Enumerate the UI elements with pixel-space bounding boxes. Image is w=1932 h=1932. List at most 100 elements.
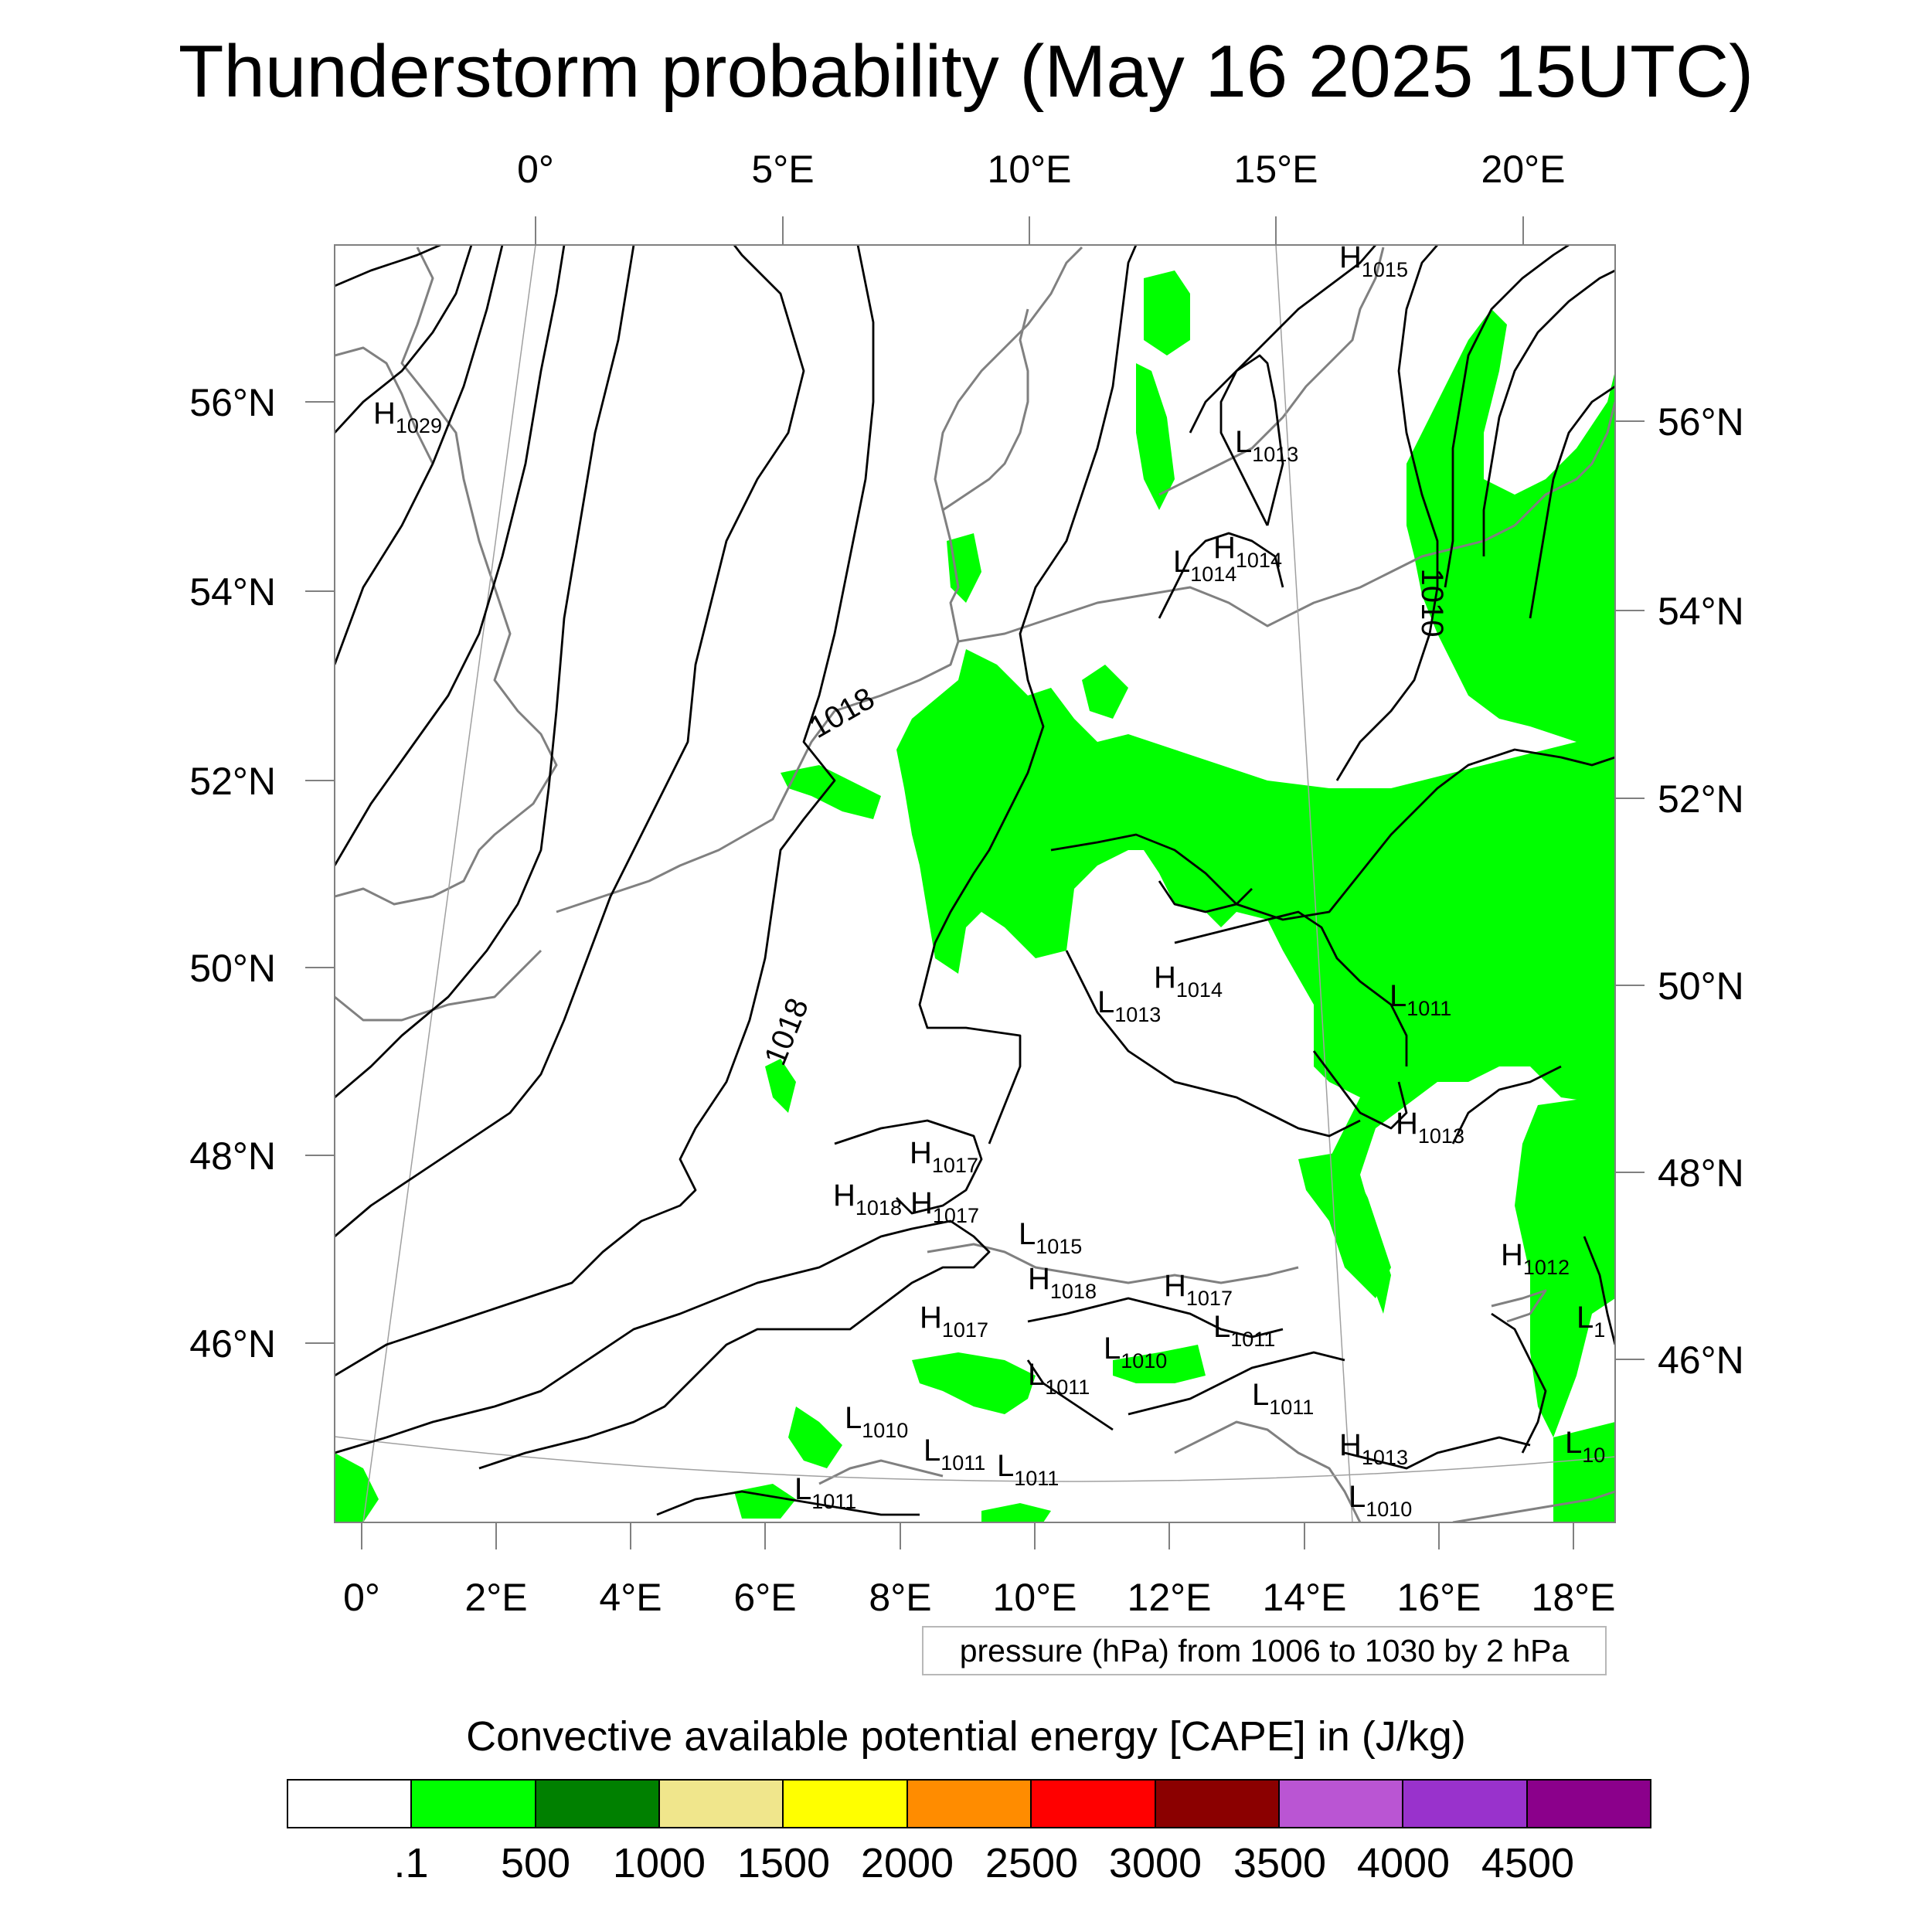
coastline-sweden-south [1158,247,1385,496]
isobar-7 [335,245,875,1377]
colorbar-swatch [412,1781,536,1827]
isobar-22 [1312,1050,1408,1130]
top-lon-label: 5°E [751,148,814,191]
cape-area-alps-1 [912,1352,1036,1414]
bottom-lon-label: 12°E [1128,1576,1212,1619]
pressure-center-label: L1011 [1389,979,1451,1020]
coastline-jutland [942,308,1029,512]
isobar-30 [1026,1359,1114,1431]
cape-area-east-bottom [1553,1422,1615,1522]
colorbar-swatch [536,1781,661,1827]
colorbar-label: 1000 [612,1840,706,1886]
border-southeast [1491,1289,1547,1323]
coastline-adriatic [1174,1420,1362,1522]
cape-area-sweden-west [1136,363,1175,510]
meridian-0 [362,245,536,1522]
pressure-center-label: L1015 [1019,1217,1082,1258]
map-frame [334,244,1616,1523]
isobar-9 [834,1119,983,1215]
colorbar-label: .1 [393,1840,429,1886]
coastline-baltic-east [1513,401,1615,527]
coastline-continent-north [556,246,1083,913]
bottom-lon-label: 10°E [993,1576,1077,1619]
cape-area-northeast [1406,309,1615,742]
bottom-lon-label: 18°E [1532,1576,1616,1619]
isobar-value-label: 1010 [1415,569,1449,638]
pressure-center-label: L1011 [794,1472,856,1513]
colorbar-swatch [1155,1781,1280,1827]
pressure-center-label: H1012 [1501,1238,1570,1279]
bottom-lon-label: 4°E [599,1576,662,1619]
isobar-value-label: 1018 [758,994,815,1070]
coastline-britain-north [335,346,434,464]
coastline-baltic-south [957,524,1515,643]
pressure-center-label: L10 [1565,1426,1605,1467]
bottom-lon-label: 16°E [1397,1576,1481,1619]
graticule [335,245,1615,1522]
left-lat-label: 54°N [189,570,276,614]
colorbar-swatch [1527,1781,1650,1827]
meridian-15e [1275,245,1353,1522]
isobar-13 [1174,910,1408,1066]
isobar-6 [335,245,805,1238]
cape-area-alps-2 [1113,1345,1206,1383]
cape-area-swbottom [734,1484,796,1519]
pressure-center-label: L1010 [1104,1332,1167,1372]
colorbar-label: 3000 [1108,1840,1202,1886]
isobar-29 [656,1490,920,1516]
isobar-21 [1158,532,1284,619]
cape-area-northitaly [788,1406,842,1468]
isobar-12 [1065,950,1361,1138]
bottom-lon-label: 2°E [464,1576,527,1619]
parallel-south [335,1436,1615,1482]
pressure-center-label: H1029 [373,396,442,437]
isobar-25 [1583,1236,1615,1345]
isobar-18 [1529,385,1615,619]
pressure-center-label: L1010 [1349,1480,1412,1521]
colorbar-swatch [1279,1781,1404,1827]
left-lat-label: 50°N [189,947,276,990]
cape-area-germany-north [947,533,981,603]
pressure-center-label: H1013 [1339,1428,1408,1469]
pressure-center-label: L1013 [1235,425,1298,466]
left-lat-label: 46°N [189,1322,276,1366]
isobar-27 [1128,1351,1345,1416]
pressure-center-label: L1 [1577,1301,1605,1342]
colorbar-label: 2000 [860,1840,954,1886]
isobar-4 [335,245,566,866]
colorbar-label: 4000 [1356,1840,1451,1886]
colorbar-label: 1500 [736,1840,831,1886]
colorbar-swatch [288,1781,413,1827]
pressure-center-label: H1014 [1154,961,1223,1002]
pressure-center-label: L1011 [1213,1310,1275,1351]
pressure-center-label: H1017 [910,1186,979,1227]
colorbar-title: Convective available potential energy [C… [466,1713,1466,1760]
pressure-center-label: L1014 [1173,545,1236,586]
colorbar-label: 2500 [985,1840,1079,1886]
isobar-17 [1482,269,1615,556]
isobars [335,245,1615,1516]
bottom-longitude-labels: 0° 2°E 4°E 6°E 8°E 10°E 12°E 14°E 16°E 1… [343,1576,1615,1619]
colorbar-label: 4500 [1481,1840,1575,1886]
isobar-15 [1335,245,1439,781]
pressure-center-label: H1015 [1339,240,1408,281]
cape-area-bottom [981,1503,1051,1522]
colorbar-swatch [907,1781,1032,1827]
cape-area-lorraine [765,1059,796,1113]
bottom-lon-label: 0° [343,1576,380,1619]
pressure-center-label: H1013 [1396,1107,1464,1148]
pressure-center-label: L1011 [923,1434,985,1475]
pressure-center-label: H1014 [1213,531,1282,572]
right-lat-label: 56°N [1658,400,1744,444]
isobar-23 [1451,1065,1562,1145]
isobar-value-label: 1018 [804,681,880,745]
isobar-24 [1491,1312,1547,1454]
left-lat-label: 52°N [189,760,276,803]
coastline-ligurian [818,1459,944,1485]
isobar-11 [1158,880,1253,913]
border-alps [927,1243,1299,1284]
pressure-center-label: H1017 [910,1136,978,1177]
colorbar-swatch [784,1781,908,1827]
isobar-14 [1050,748,1615,921]
